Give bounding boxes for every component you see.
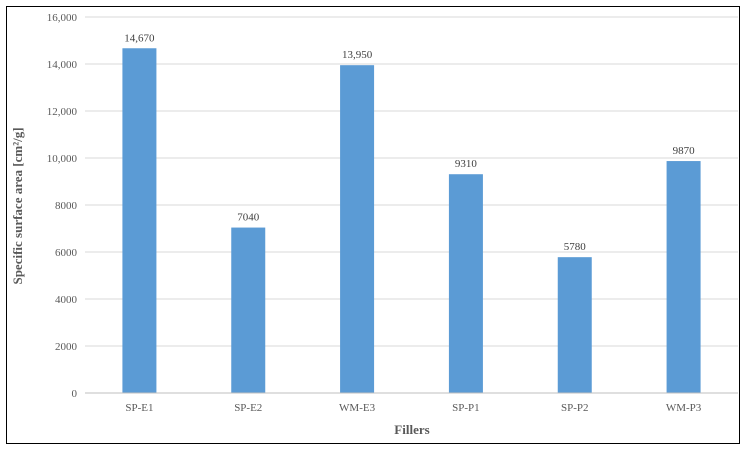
bar-sp-e1 — [122, 48, 157, 393]
x-axis-title: Fillers — [394, 422, 429, 437]
data-label: 5780 — [564, 241, 587, 253]
y-tick-label: 14,000 — [47, 59, 78, 71]
data-label: 7040 — [237, 212, 260, 224]
data-label: 9870 — [673, 145, 696, 157]
bar-sp-p2 — [557, 257, 592, 393]
y-tick-label: 10,000 — [47, 153, 78, 165]
y-tick-label: 4000 — [55, 294, 78, 306]
x-tick-label: SP-P2 — [561, 402, 589, 414]
y-tick-label: 6000 — [55, 247, 78, 259]
x-tick-label: SP-P1 — [452, 402, 480, 414]
gridlines — [85, 16, 738, 347]
y-tick-label: 12,000 — [47, 106, 78, 118]
bars — [122, 48, 701, 394]
x-tick-label: SP-E2 — [234, 402, 262, 414]
y-tick-label: 16,000 — [47, 12, 78, 24]
y-tick-labels: 0 2000 4000 6000 8000 10,000 12,000 14,000 16,00… — [47, 12, 78, 400]
data-label: 14,670 — [124, 32, 155, 44]
y-tick-label: 0 — [72, 388, 78, 400]
bar-sp-e2 — [231, 227, 266, 393]
x-tick-label: WM-P3 — [666, 402, 702, 414]
data-labels: 14,670 7040 13,950 9310 5780 9870 — [124, 32, 695, 253]
bar-sp-p1 — [448, 174, 483, 393]
x-tick-labels: SP-E1 SP-E2 WM-E3 SP-P1 SP-P2 WM-P3 — [125, 402, 701, 414]
x-tick-label: SP-E1 — [125, 402, 153, 414]
data-label: 13,950 — [342, 49, 373, 61]
y-tick-label: 2000 — [55, 341, 78, 353]
bar-wm-e3 — [340, 65, 375, 394]
y-axis-title: Specific surface area [cm²/g] — [10, 127, 25, 284]
x-tick-label: WM-E3 — [339, 402, 376, 414]
data-label: 9310 — [455, 158, 478, 170]
bar-wm-p3 — [666, 161, 701, 393]
y-tick-label: 8000 — [55, 200, 78, 212]
